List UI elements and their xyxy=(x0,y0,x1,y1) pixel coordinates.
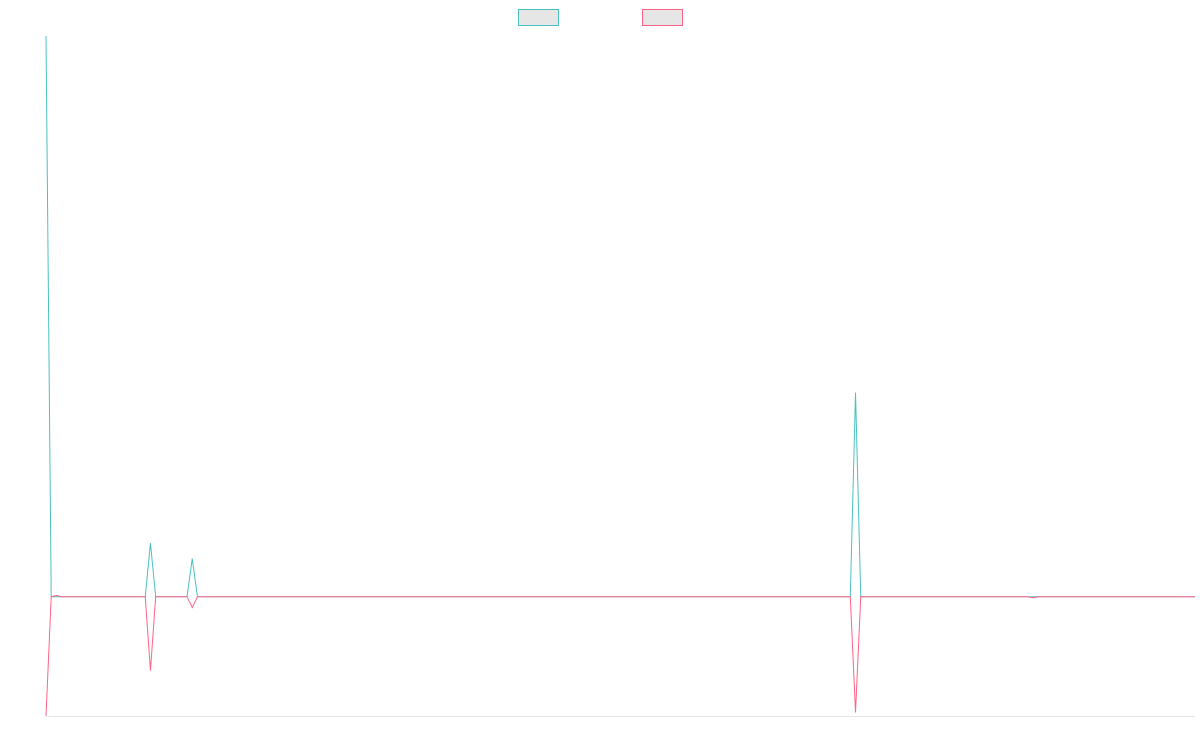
legend-swatch-series-2[interactable] xyxy=(642,9,683,26)
series-2-line xyxy=(45,594,1195,717)
legend-swatch-series-1[interactable] xyxy=(518,9,559,26)
series-group xyxy=(45,35,1195,717)
legend xyxy=(518,9,683,26)
series-1-line xyxy=(45,35,1195,598)
